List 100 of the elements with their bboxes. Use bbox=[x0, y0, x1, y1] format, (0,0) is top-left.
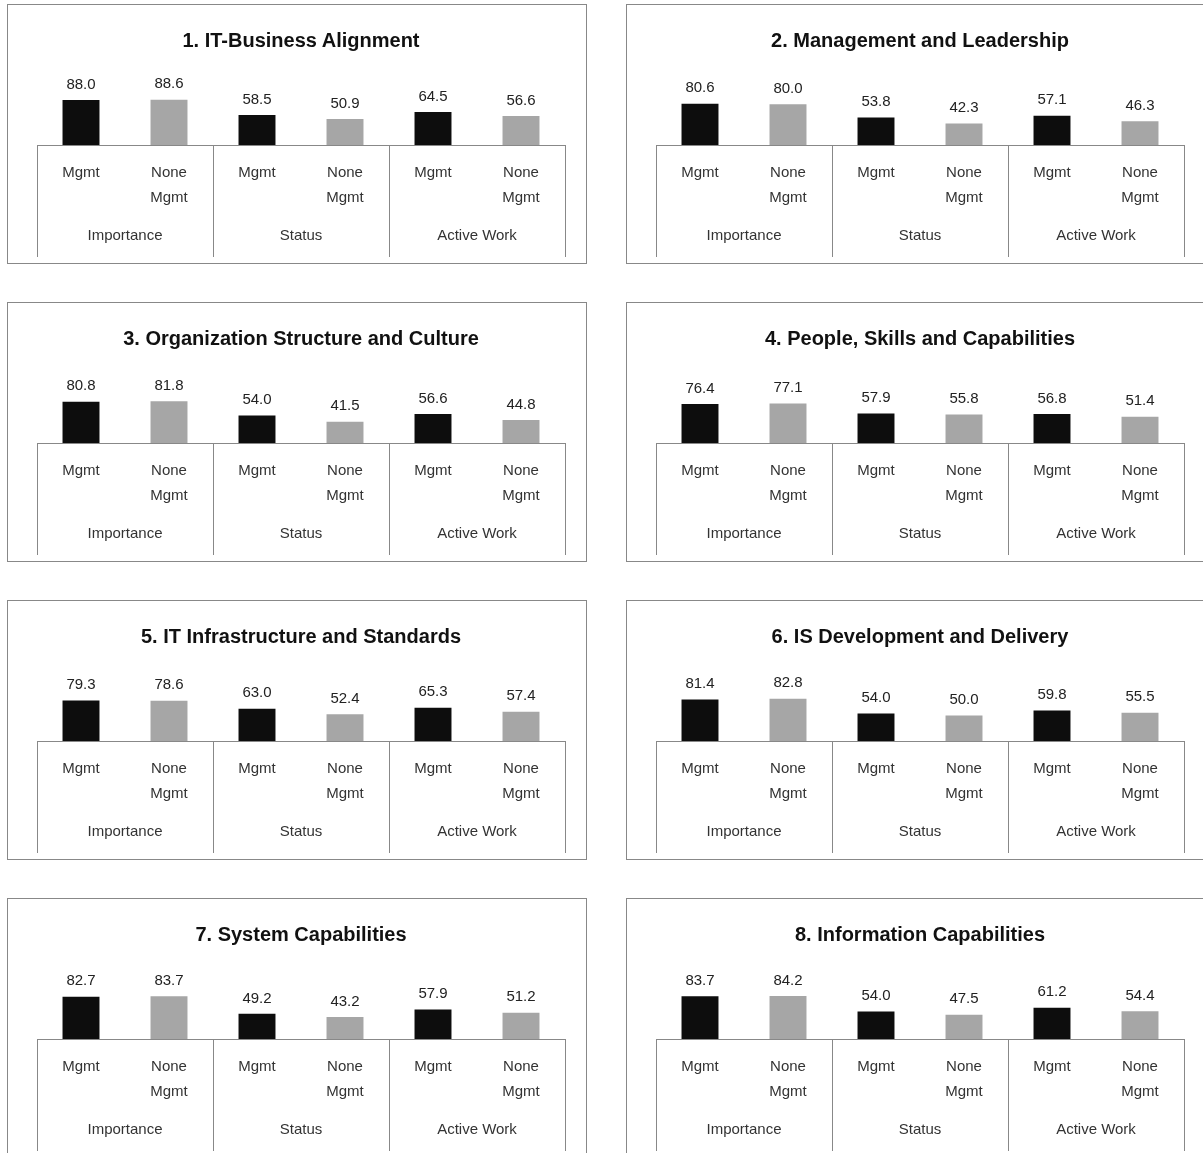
x-tick-label: Status bbox=[279, 822, 323, 840]
data-label: 57.4 bbox=[506, 686, 536, 704]
bar bbox=[1033, 1007, 1071, 1039]
chart-title: 6. IS Development and Delivery bbox=[771, 624, 1070, 647]
text: None Mgmt bbox=[326, 163, 364, 206]
text: Mgmt bbox=[1033, 163, 1071, 181]
data-label: 54.4 bbox=[1125, 985, 1155, 1003]
x-tick-label: Status bbox=[898, 226, 942, 244]
bar bbox=[769, 104, 807, 145]
text: None Mgmt bbox=[502, 461, 540, 504]
text: Mgmt bbox=[414, 759, 452, 777]
series-label: None Mgmt bbox=[150, 759, 189, 802]
data-label: 61.2 bbox=[1037, 982, 1067, 1000]
data-label: 79.3 bbox=[66, 675, 96, 693]
text: Mgmt bbox=[238, 1057, 276, 1075]
bar bbox=[150, 996, 188, 1039]
data-label: 52.4 bbox=[330, 688, 360, 706]
bar bbox=[326, 421, 364, 443]
text: Mgmt bbox=[238, 461, 276, 479]
series-label: Mgmt bbox=[681, 759, 720, 777]
x-tick-label: Importance bbox=[706, 226, 782, 244]
bar bbox=[769, 995, 807, 1039]
bar bbox=[150, 401, 188, 443]
text: Mgmt bbox=[1033, 1057, 1071, 1075]
bar bbox=[414, 707, 452, 741]
data-label: 47.5 bbox=[949, 989, 979, 1007]
data-label: 64.5 bbox=[418, 86, 448, 104]
data-label: 83.7 bbox=[685, 970, 715, 988]
chart-title: 3. Organization Structure and Culture bbox=[123, 326, 479, 349]
data-label: 80.6 bbox=[685, 78, 715, 96]
text: None Mgmt bbox=[1121, 163, 1159, 206]
series-label: None Mgmt bbox=[769, 1057, 808, 1100]
x-tick-label: Active Work bbox=[1056, 822, 1137, 840]
bar bbox=[1033, 710, 1071, 741]
x-tick-label: Importance bbox=[706, 524, 782, 542]
text: Mgmt bbox=[857, 759, 895, 777]
bar bbox=[62, 700, 100, 741]
data-label: 78.6 bbox=[154, 675, 184, 693]
bar bbox=[945, 1014, 983, 1039]
data-label: 54.0 bbox=[861, 986, 891, 1004]
series-label: Mgmt bbox=[681, 1057, 720, 1075]
series-label: None Mgmt bbox=[769, 759, 808, 802]
x-tick-label: Status bbox=[898, 822, 942, 840]
text: None Mgmt bbox=[945, 1057, 983, 1100]
bar bbox=[945, 715, 983, 741]
bar bbox=[238, 115, 276, 145]
chart-title: 8. Information Capabilities bbox=[794, 922, 1046, 945]
data-label: 55.8 bbox=[949, 389, 979, 407]
series-label: None Mgmt bbox=[769, 163, 808, 206]
data-label: 43.2 bbox=[330, 991, 360, 1009]
text: None Mgmt bbox=[326, 461, 364, 504]
data-label: 88.6 bbox=[154, 74, 184, 92]
bar bbox=[857, 117, 895, 145]
data-label: 88.0 bbox=[66, 74, 96, 92]
bar bbox=[502, 711, 540, 741]
data-label: 80.0 bbox=[773, 78, 803, 96]
text: None Mgmt bbox=[502, 1057, 540, 1100]
bar bbox=[326, 119, 364, 145]
data-label: 54.0 bbox=[861, 688, 891, 706]
series-label: Mgmt bbox=[62, 163, 101, 181]
data-label: 63.0 bbox=[242, 683, 272, 701]
bar bbox=[414, 1009, 452, 1039]
data-label: 65.3 bbox=[418, 682, 448, 700]
bar bbox=[502, 1012, 540, 1039]
data-label: 81.4 bbox=[685, 674, 715, 692]
bar bbox=[681, 103, 719, 145]
bar bbox=[1121, 712, 1159, 741]
bar bbox=[857, 1011, 895, 1039]
bar bbox=[769, 698, 807, 741]
data-label: 58.5 bbox=[242, 89, 272, 107]
bar bbox=[1121, 416, 1159, 443]
x-tick-label: Importance bbox=[87, 524, 163, 542]
text: None Mgmt bbox=[945, 461, 983, 504]
x-tick-label: Active Work bbox=[437, 1120, 518, 1138]
data-label: 50.0 bbox=[949, 690, 979, 708]
bar bbox=[326, 1016, 364, 1039]
text: Mgmt bbox=[857, 461, 895, 479]
series-label: None Mgmt bbox=[150, 1057, 189, 1100]
series-label: Mgmt bbox=[62, 461, 101, 479]
data-label: 51.4 bbox=[1125, 391, 1155, 409]
data-label: 44.8 bbox=[506, 394, 536, 412]
x-tick-label: Active Work bbox=[437, 524, 518, 542]
data-label: 56.8 bbox=[1037, 388, 1067, 406]
x-tick-label: Active Work bbox=[1056, 524, 1137, 542]
data-label: 46.3 bbox=[1125, 95, 1155, 113]
bar bbox=[414, 414, 452, 443]
text: Mgmt bbox=[414, 163, 452, 181]
data-label: 42.3 bbox=[949, 98, 979, 116]
data-label: 82.8 bbox=[773, 673, 803, 691]
text: Mgmt bbox=[414, 1057, 452, 1075]
data-label: 76.4 bbox=[685, 378, 715, 396]
text: Mgmt bbox=[238, 163, 276, 181]
text: None Mgmt bbox=[502, 759, 540, 802]
text: Mgmt bbox=[1033, 759, 1071, 777]
x-tick-label: Status bbox=[279, 1120, 323, 1138]
data-label: 57.9 bbox=[861, 388, 891, 406]
data-label: 59.8 bbox=[1037, 685, 1067, 703]
series-label: Mgmt bbox=[62, 1057, 101, 1075]
x-tick-label: Status bbox=[898, 1120, 942, 1138]
x-tick-label: Status bbox=[898, 524, 942, 542]
